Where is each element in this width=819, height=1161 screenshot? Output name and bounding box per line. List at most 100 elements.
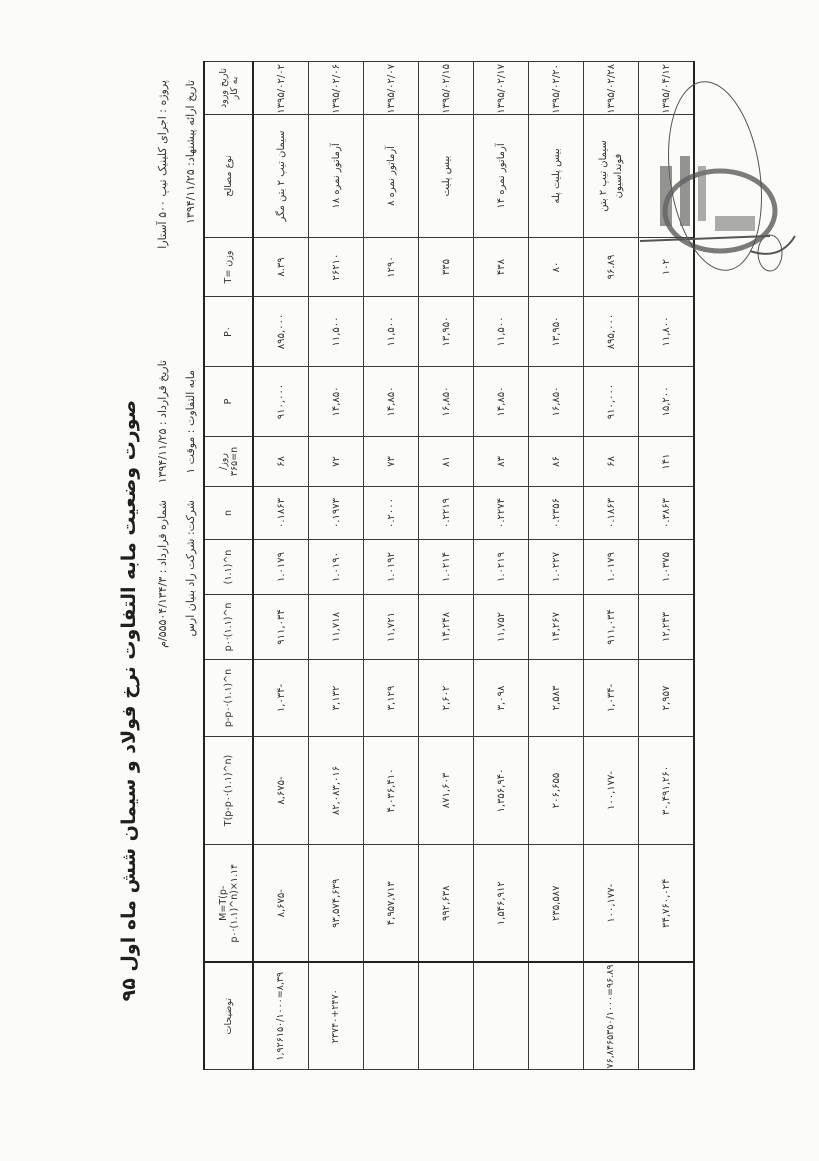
column-header-total-difference-m: M=T(p-p۰·(۱.۱)^n)×۱.۱۴ [204, 844, 253, 963]
material-type-value: آرماتور نمره ۱۸ [330, 143, 342, 209]
price-difference-value: ۲,۹۵۷ [660, 685, 672, 711]
cell-base-price-p0: ۸۹۵,۰۰۰ [253, 296, 309, 367]
total-difference-m-value: ۴,۹۵۷,۷۱۳ [385, 881, 397, 926]
base-price-p0-value: ۱۱,۵۰۰ [385, 316, 397, 347]
total-difference-m-value: ۳۴,۷۶۰,۰۲۴ [660, 878, 672, 928]
n-value: ۰.۱۹۷۳ [330, 497, 342, 529]
cell-growth-factor: ۱.۰۱۷۹ [583, 539, 639, 595]
column-header-label: نوع مصالح [223, 155, 234, 197]
price-difference-value: ۲,۵۸۳ [550, 685, 562, 711]
contract-date: تاریخ قرارداد : ۱۳۹۴/۱۱/۲۵ [156, 360, 169, 484]
weighted-difference-value: ۸,۶۷۵- [275, 776, 287, 805]
column-header-label: P۰ [223, 326, 234, 337]
cell-n: ۰.۱۹۷۳ [308, 486, 364, 540]
cell-price-difference: ۲,۵۸۳ [528, 659, 584, 737]
cell-growth-factor: ۱.۰۱۷۹ [253, 539, 309, 595]
growth-factor-value: ۱.۰۱۹۰ [330, 551, 342, 583]
n-value: ۰.۲۲۷۴ [495, 497, 507, 529]
adjusted-base-price-value: ۱۴,۲۶۷ [550, 611, 562, 643]
base-price-p0-value: ۱۳,۹۵۰ [550, 316, 562, 347]
table-row: ۱۳۹۵/۰۲/۱۷ آرماتور نمره ۱۴ ۴۳۸ ۱۱,۵۰۰ ۱۴,۸۵۰… [473, 61, 529, 1070]
material-type-value: آرماتور نمره ۱۴ [495, 143, 507, 209]
total-difference-m-value: ۹۳,۵۷۴,۶۳۹ [330, 878, 342, 928]
cell-weight: ۴۳۸ [473, 237, 529, 297]
weighted-difference-value: ۳۰,۴۹۱,۲۶۰ [660, 765, 672, 816]
column-header-price-difference: p-p۰·(۱.۱)^n [204, 659, 253, 737]
cell-weighted-difference: ۲۰۶,۶۵۵ [528, 736, 584, 845]
days-value: ۸۶ [550, 456, 562, 467]
cell-price-p: ۱۴,۸۵۰ [473, 366, 529, 437]
cell-material-type: آرماتور نمره ۸ [363, 114, 419, 238]
cell-total-difference-m: ۲۳۵,۵۸۷ [528, 844, 584, 963]
cell-n: ۰.۲۳۵۶ [528, 486, 584, 540]
cell-n: ۰.۲۰۰۰ [363, 486, 419, 540]
price-p-value: ۱۵,۲۰۰ [660, 386, 672, 417]
cell-notes: ۱,۹۲۶۱۵۰/۱۰۰۰=۸,۳۹ [253, 962, 309, 1070]
cell-material-type: سیمان تیپ ۲ بتن مگر [253, 114, 309, 238]
cell-total-difference-m: ۴,۹۵۷,۷۱۳ [363, 844, 419, 963]
base-price-p0-value: ۱۳,۹۵۰ [440, 316, 452, 347]
price-difference-value: ۳,۱۲۹ [385, 685, 397, 711]
cell-days: ۸۳ [473, 436, 529, 487]
price-p-value: ۱۴,۸۵۰ [385, 386, 397, 417]
growth-factor-value: ۱.۰۳۷۵ [660, 551, 672, 583]
total-difference-m-value: ۸,۶۷۵- [275, 889, 287, 918]
cell-entry-date: ۱۳۹۵/۰۲/۲۰ [528, 61, 584, 115]
company-name: شرکت: شرکت راد بنیان ارس [184, 500, 197, 637]
column-header-material-type: نوع مصالح [204, 114, 253, 238]
adjusted-base-price-value: ۱۱,۷۲۱ [385, 611, 397, 643]
table-row: ۱۳۹۵/۰۲/۰۷ آرماتور نمره ۸ ۱۲۹۰ ۱۱,۵۰۰ ۱۴,۸۵۰… [363, 61, 419, 1070]
cell-weighted-difference: ۱۰۰,۱۷۷- [583, 736, 639, 845]
column-header-label: T= وزن [223, 250, 234, 284]
company-stamp-signature-icon [639, 81, 796, 272]
price-p-value: ۱۴,۸۵۰ [495, 386, 507, 417]
table-row: ۱۳۹۵/۰۲/۰۲ سیمان تیپ ۲ بتن مگر ۸.۳۹ ۸۹۵,۰۰۰… [253, 61, 309, 1070]
column-header-price-p: P [204, 366, 253, 437]
growth-factor-value: ۱.۰۱۷۹ [605, 551, 617, 583]
notes-value: ۷۶,۸۴۶۵۳۵۰/۱۰۰۰=۹۶.۸۹ [605, 964, 616, 1069]
entry-date-value: ۱۳۹۵/۰۲/۱۷ [495, 64, 507, 114]
n-value: ۰.۲۰۰۰ [385, 497, 397, 529]
cell-n: ۰.۱۸۶۳ [253, 486, 309, 540]
cell-price-p: ۱۶,۸۵۰ [418, 366, 474, 437]
cell-adjusted-base-price: ۱۴,۲۴۸ [418, 594, 474, 660]
weighted-difference-value: ۲۰۶,۶۵۵ [550, 772, 562, 809]
price-difference-value: ۱,۰۳۴- [605, 683, 617, 713]
n-value: ۰.۲۲۱۹ [440, 497, 452, 529]
base-price-p0-value: ۱۱,۵۰۰ [330, 316, 342, 347]
cell-notes [638, 962, 694, 1070]
entry-date-value: ۱۳۹۵/۰۲/۰۷ [385, 64, 397, 114]
cell-days: ۱۴۱ [638, 436, 694, 487]
base-price-p0-value: ۸۹۵,۰۰۰ [605, 313, 617, 350]
cell-adjusted-base-price: ۱۱,۷۱۸ [308, 594, 364, 660]
weight-value: ۴۳۸ [495, 258, 507, 276]
column-header-label: n [223, 509, 234, 517]
days-value: ۶۸ [275, 456, 287, 467]
price-p-value: ۱۴,۸۵۰ [330, 386, 342, 417]
days-value: ۸۳ [495, 456, 507, 467]
column-header-growth-factor: (۱.۱)^n [204, 539, 253, 595]
weighted-difference-value: ۸۷۱,۶۰۳ [440, 772, 452, 809]
cell-total-difference-m: ۱,۵۴۶,۹۱۲ [473, 844, 529, 963]
page-title: صورت وضعیت مابه التفاوت نرخ فولاد و سیما… [118, 400, 140, 1002]
cell-base-price-p0: ۱۳,۹۵۰ [528, 296, 584, 367]
notes-value: ۲۳۷۴۰+۲۴۷۰ [330, 989, 341, 1044]
cell-price-difference: ۱,۰۳۴- [253, 659, 309, 737]
cell-notes [528, 962, 584, 1070]
entry-date-value: ۱۳۹۵/۰۲/۱۵ [440, 64, 452, 114]
cell-entry-date: ۱۳۹۵/۰۲/۰۷ [363, 61, 419, 115]
cell-price-difference: ۲,۶۰۲ [418, 659, 474, 737]
growth-factor-value: ۱.۰۱۹۲ [385, 551, 397, 583]
total-difference-m-value: ۹۹۲,۶۳۸ [440, 885, 452, 921]
column-header-entry-date: تاریخ ورود به کار [204, 61, 253, 115]
cell-days: ۷۲ [308, 436, 364, 487]
base-price-p0-value: ۸۹۵,۰۰۰ [275, 313, 287, 350]
cell-total-difference-m: ۸,۶۷۵- [253, 844, 309, 963]
column-header-label: توضیحات [223, 998, 234, 1035]
cell-growth-factor: ۱.۰۳۷۵ [638, 539, 694, 595]
column-header-weighted-difference: T(p-p۰·(۱.۱)^n) [204, 736, 253, 845]
price-p-value: ۹۱۰,۰۰۰ [605, 383, 617, 420]
days-value: ۸۱ [440, 456, 452, 467]
adjusted-base-price-value: ۹۱۱,۰۳۴ [275, 609, 287, 645]
